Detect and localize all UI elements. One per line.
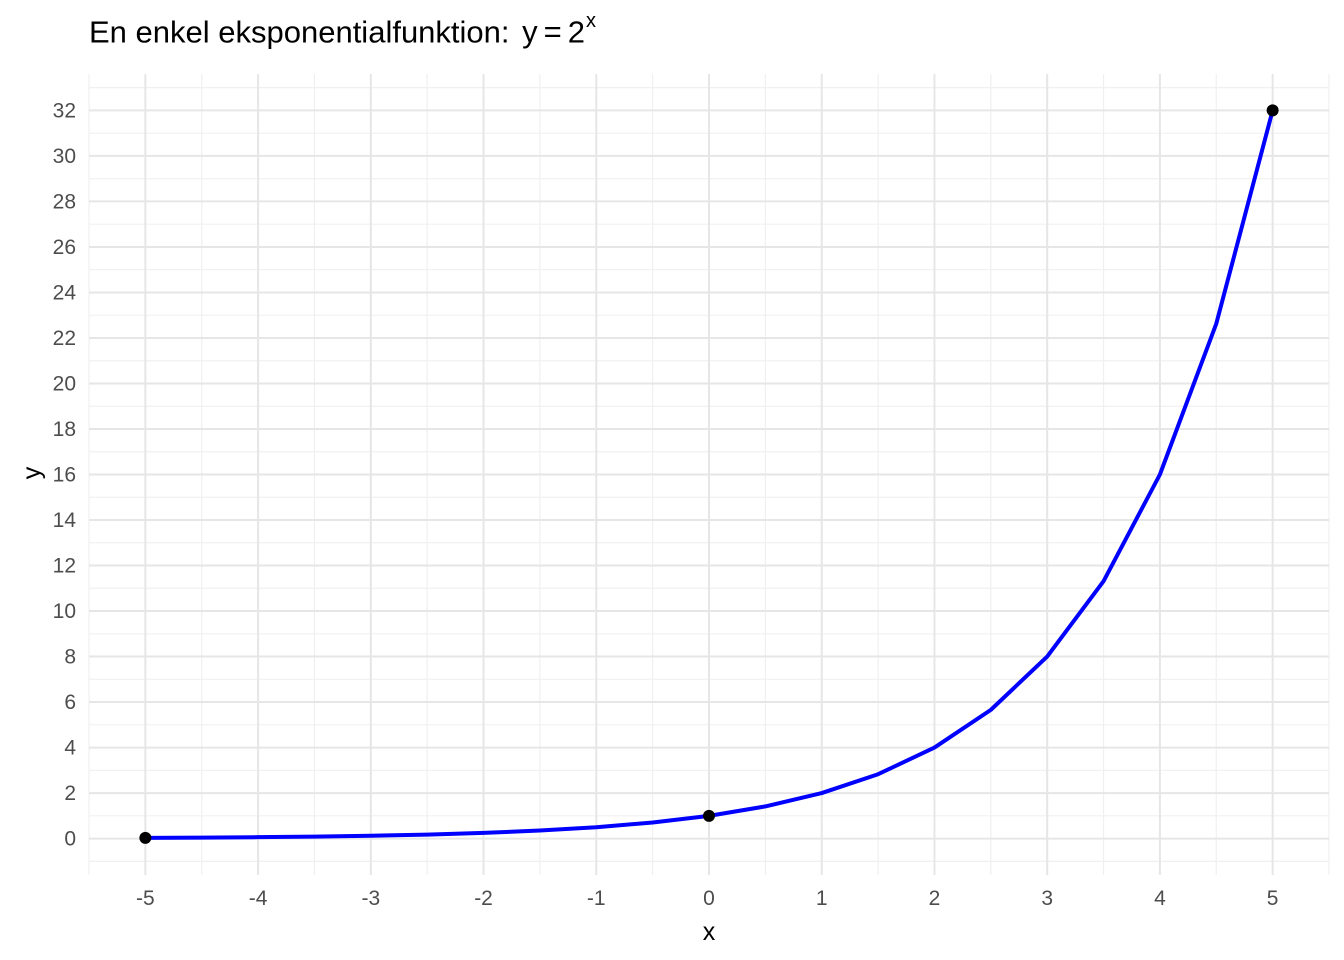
data-point <box>1266 104 1279 117</box>
y-tick-label: 4 <box>64 737 76 760</box>
x-tick-label: -1 <box>587 887 606 910</box>
x-tick-label: -3 <box>361 887 380 910</box>
x-axis-ticks: -5 -4 -3 -2 -1 0 1 2 3 4 5 <box>136 887 1278 910</box>
y-tick-label: 10 <box>53 600 76 623</box>
x-axis-title: x <box>703 918 716 946</box>
y-tick-label: 26 <box>53 236 76 259</box>
equation-base: 2 <box>567 14 585 50</box>
x-tick-label: -4 <box>249 887 268 910</box>
equation-lhs: y <box>522 14 538 50</box>
y-tick-label: 20 <box>53 372 76 395</box>
x-tick-label: 2 <box>929 887 941 910</box>
data-point <box>139 831 152 844</box>
y-tick-label: 12 <box>53 555 76 578</box>
y-tick-label: 8 <box>64 646 76 669</box>
points-layer <box>139 104 1279 844</box>
y-axis-title: y <box>18 466 46 479</box>
chart-title-text: En enkel eksponentialfunktion: <box>89 14 510 50</box>
major-gridlines <box>89 74 1329 875</box>
equation-sign: = <box>543 14 562 50</box>
x-tick-label: 1 <box>816 887 828 910</box>
chart-title: En enkel eksponentialfunktion: y = 2x <box>89 10 596 50</box>
y-tick-label: 0 <box>64 828 76 851</box>
x-tick-label: 0 <box>703 887 715 910</box>
y-tick-label: 32 <box>53 99 76 122</box>
y-tick-label: 6 <box>64 691 76 714</box>
y-tick-label: 18 <box>53 418 76 441</box>
x-tick-label: -5 <box>136 887 155 910</box>
x-tick-label: -2 <box>474 887 493 910</box>
data-point <box>703 809 715 822</box>
y-tick-label: 16 <box>53 464 76 487</box>
x-tick-label: 5 <box>1267 887 1279 910</box>
equation-exponent: x <box>586 10 596 32</box>
x-tick-label: 4 <box>1154 887 1166 910</box>
y-tick-label: 24 <box>53 281 77 304</box>
y-tick-label: 28 <box>53 190 76 213</box>
y-tick-label: 2 <box>64 782 76 805</box>
x-tick-label: 3 <box>1041 887 1053 910</box>
y-tick-label: 30 <box>53 145 76 168</box>
y-tick-label: 22 <box>53 327 76 350</box>
y-tick-label: 14 <box>53 509 77 532</box>
